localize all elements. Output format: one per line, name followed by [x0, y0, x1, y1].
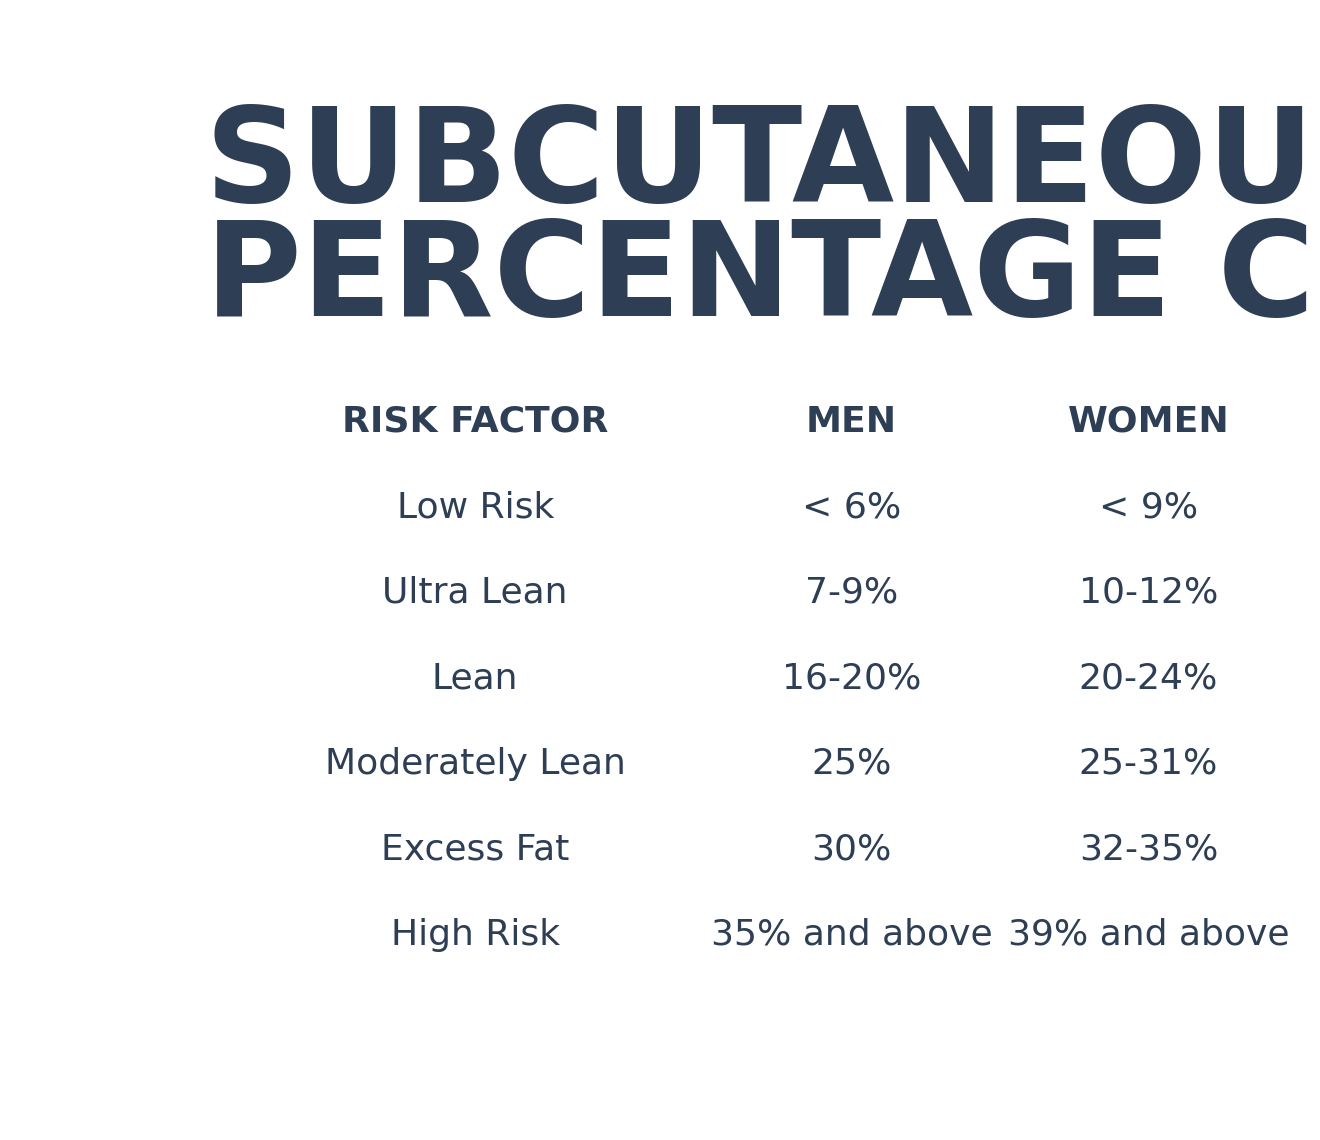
Text: 39% and above: 39% and above [1007, 918, 1290, 952]
Text: 35% and above: 35% and above [710, 918, 993, 952]
Text: Excess Fat: Excess Fat [381, 832, 569, 866]
Text: Moderately Lean: Moderately Lean [325, 747, 626, 781]
Text: Lean: Lean [432, 661, 519, 695]
Text: < 9%: < 9% [1098, 490, 1199, 524]
Text: 30%: 30% [812, 832, 891, 866]
Text: 20-24%: 20-24% [1078, 661, 1218, 695]
Text: SUBCUTANEOUS FAT: SUBCUTANEOUS FAT [205, 101, 1320, 229]
Text: 25%: 25% [812, 747, 891, 781]
Text: 7-9%: 7-9% [805, 576, 898, 610]
Text: < 6%: < 6% [801, 490, 902, 524]
Text: Ultra Lean: Ultra Lean [383, 576, 568, 610]
Text: RISK FACTOR: RISK FACTOR [342, 405, 609, 439]
Text: High Risk: High Risk [391, 918, 560, 952]
Text: 25-31%: 25-31% [1078, 747, 1218, 781]
Text: 10-12%: 10-12% [1078, 576, 1218, 610]
Text: WOMEN: WOMEN [1068, 405, 1229, 439]
Text: Low Risk: Low Risk [396, 490, 554, 524]
Text: MEN: MEN [805, 405, 898, 439]
Text: 16-20%: 16-20% [781, 661, 921, 695]
Text: PERCENTAGE CHART: PERCENTAGE CHART [205, 215, 1320, 343]
Text: 32-35%: 32-35% [1078, 832, 1218, 866]
